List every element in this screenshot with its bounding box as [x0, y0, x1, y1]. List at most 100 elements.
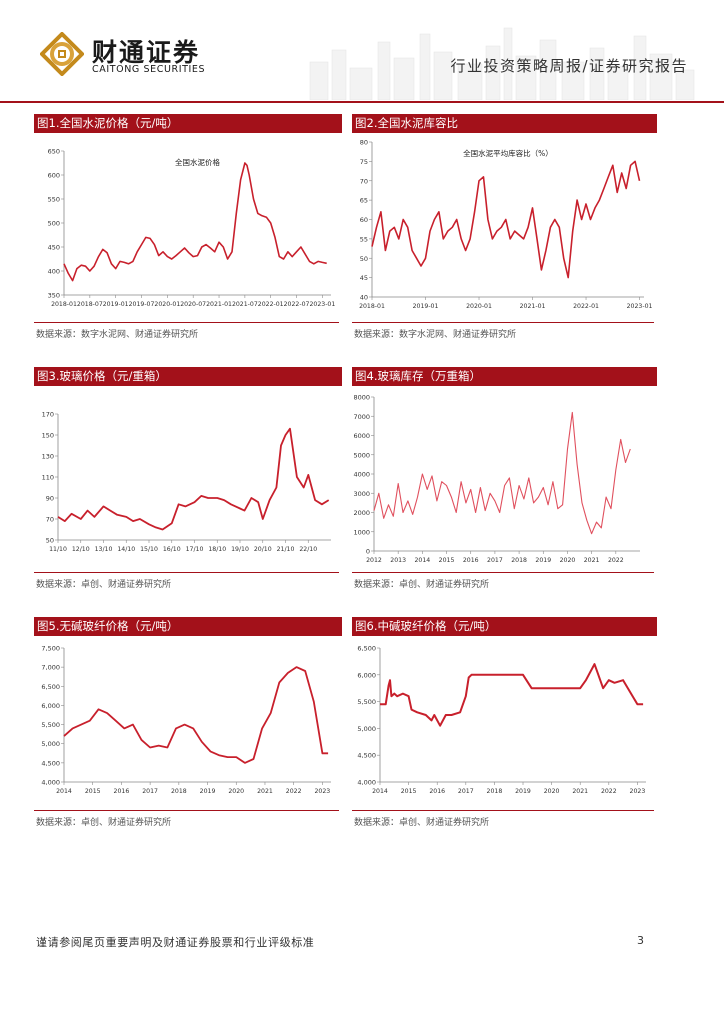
x-tick-label: 12/10 — [72, 546, 90, 553]
y-tick-label: 50 — [46, 537, 54, 545]
alkali-free-fiberglass-price-chart: 4,000 4,500 5,000 5,500 6,000 6,500 7,000 7,500… — [41, 645, 331, 795]
series-line — [63, 162, 327, 282]
x-tick-label: 20/10 — [254, 546, 272, 553]
y-tick-label: 45 — [360, 274, 368, 282]
x-tick-label: 2021 — [257, 788, 273, 795]
x-tick-label: 2017 — [458, 788, 474, 795]
x-tick-label: 2018-01 — [51, 301, 77, 308]
page-number: 3 — [637, 934, 644, 947]
x-tick-label: 2022 — [608, 557, 624, 564]
x-tick-label: 2016 — [114, 788, 130, 795]
y-tick-label: 4,500 — [357, 752, 376, 760]
figure-4-title: 图4.玻璃库存（万重箱） — [352, 367, 657, 386]
y-tick-label: 4,500 — [41, 759, 60, 767]
header-divider — [0, 101, 724, 103]
series-line — [371, 160, 641, 279]
y-tick-label: 50 — [360, 255, 368, 263]
figure-1-title: 图1.全国水泥价格（元/吨） — [34, 114, 342, 133]
x-tick-label: 2016 — [463, 557, 479, 564]
x-tick-label: 2013 — [390, 557, 406, 564]
y-tick-label: 5,000 — [357, 725, 376, 733]
figure-2-rule — [352, 322, 654, 323]
chart-inner-title: 全国水泥价格 — [175, 157, 220, 167]
y-tick-label: 5000 — [353, 451, 370, 459]
x-tick-label: 2020-01 — [154, 301, 180, 308]
figure-4-rule — [352, 572, 654, 573]
y-tick-label: 55 — [360, 235, 368, 243]
x-tick-label: 2019-01 — [413, 303, 439, 310]
y-tick-label: 130 — [42, 453, 54, 461]
y-tick-label: 6,000 — [41, 702, 60, 710]
x-tick-label: 2020 — [560, 557, 576, 564]
y-tick-label: 0 — [366, 548, 370, 556]
x-tick-label: 2022-01 — [573, 303, 599, 310]
y-tick-label: 5,500 — [357, 698, 376, 706]
y-tick-label: 8000 — [353, 394, 370, 402]
x-tick-label: 2018-01 — [359, 303, 385, 310]
series-line — [57, 427, 330, 531]
y-tick-label: 6,500 — [41, 683, 60, 691]
x-tick-label: 2023-01 — [309, 301, 335, 308]
x-tick-label: 2014 — [56, 788, 72, 795]
glass-price-chart: 50 70 90 110 130 150 170 11/10 12/10 13/10 14/10 15… — [42, 411, 331, 553]
cement-inventory-ratio-chart: 40 45 50 55 60 65 70 75 80 2018-01 2019-01 2020-01 2… — [359, 139, 653, 311]
y-tick-label: 500 — [48, 220, 60, 228]
x-tick-label: 14/10 — [117, 546, 135, 553]
x-tick-label: 19/10 — [231, 546, 249, 553]
x-tick-label: 2022-01 — [258, 301, 284, 308]
y-tick-label: 2000 — [353, 509, 370, 517]
company-name-en: CAITONG SECURITIES — [92, 64, 206, 75]
x-tick-label: 18/10 — [208, 546, 226, 553]
figure-6-rule — [352, 810, 654, 811]
y-tick-label: 6,000 — [357, 671, 376, 679]
y-tick-label: 80 — [360, 139, 368, 147]
y-tick-label: 600 — [48, 172, 60, 180]
medium-alkali-fiberglass-price-chart: 4,000 4,500 5,000 5,500 6,000 6,500 2014 2015 20… — [357, 645, 646, 795]
caitong-logo-icon — [40, 32, 84, 76]
figure-5-rule — [34, 810, 339, 811]
x-tick-label: 2018 — [171, 788, 187, 795]
x-tick-label: 2019-01 — [103, 301, 129, 308]
x-tick-label: 2018 — [511, 557, 527, 564]
x-tick-label: 2021 — [584, 557, 600, 564]
y-tick-label: 6,500 — [357, 645, 376, 653]
x-tick-label: 2021-07 — [232, 301, 258, 308]
x-tick-label: 2020 — [544, 788, 560, 795]
glass-inventory-chart: 0 1000 2000 3000 4000 5000 6000 7000 8000 2012 201… — [353, 394, 640, 564]
figure-6-title: 图6.中碱玻纤价格（元/吨） — [352, 617, 657, 636]
y-tick-label: 4000 — [353, 471, 370, 479]
y-tick-label: 3000 — [353, 490, 370, 498]
x-tick-label: 2021-01 — [206, 301, 232, 308]
x-tick-label: 2019 — [200, 788, 216, 795]
x-tick-label: 2023 — [630, 788, 646, 795]
y-tick-label: 40 — [360, 294, 368, 302]
x-tick-label: 11/10 — [49, 546, 67, 553]
x-tick-label: 17/10 — [186, 546, 204, 553]
x-tick-label: 2019-07 — [129, 301, 155, 308]
x-tick-label: 2018-07 — [77, 301, 103, 308]
figure-3-source: 数据来源：卓创、财通证券研究所 — [36, 580, 172, 590]
y-tick-label: 7,500 — [41, 645, 60, 653]
figure-3-title: 图3.玻璃价格（元/重箱） — [34, 367, 342, 386]
series-line — [373, 411, 631, 535]
series-line — [380, 663, 644, 727]
series-line — [63, 666, 329, 764]
x-tick-label: 2021 — [572, 788, 588, 795]
figure-1-rule — [34, 322, 339, 323]
x-tick-label: 2023-01 — [627, 303, 653, 310]
y-tick-label: 650 — [48, 148, 60, 156]
x-tick-label: 22/10 — [299, 546, 317, 553]
y-tick-label: 90 — [46, 495, 54, 503]
y-tick-label: 5,500 — [41, 721, 60, 729]
y-tick-label: 550 — [48, 196, 60, 204]
y-tick-label: 65 — [360, 197, 368, 205]
x-tick-label: 2014 — [414, 557, 430, 564]
x-tick-label: 2016 — [429, 788, 445, 795]
x-tick-label: 2021-01 — [520, 303, 546, 310]
y-tick-label: 1000 — [353, 528, 370, 536]
y-tick-label: 150 — [42, 432, 54, 440]
y-tick-label: 170 — [42, 411, 54, 419]
x-tick-label: 2012 — [366, 557, 382, 564]
figure-6-source: 数据来源：卓创、财通证券研究所 — [354, 818, 490, 828]
